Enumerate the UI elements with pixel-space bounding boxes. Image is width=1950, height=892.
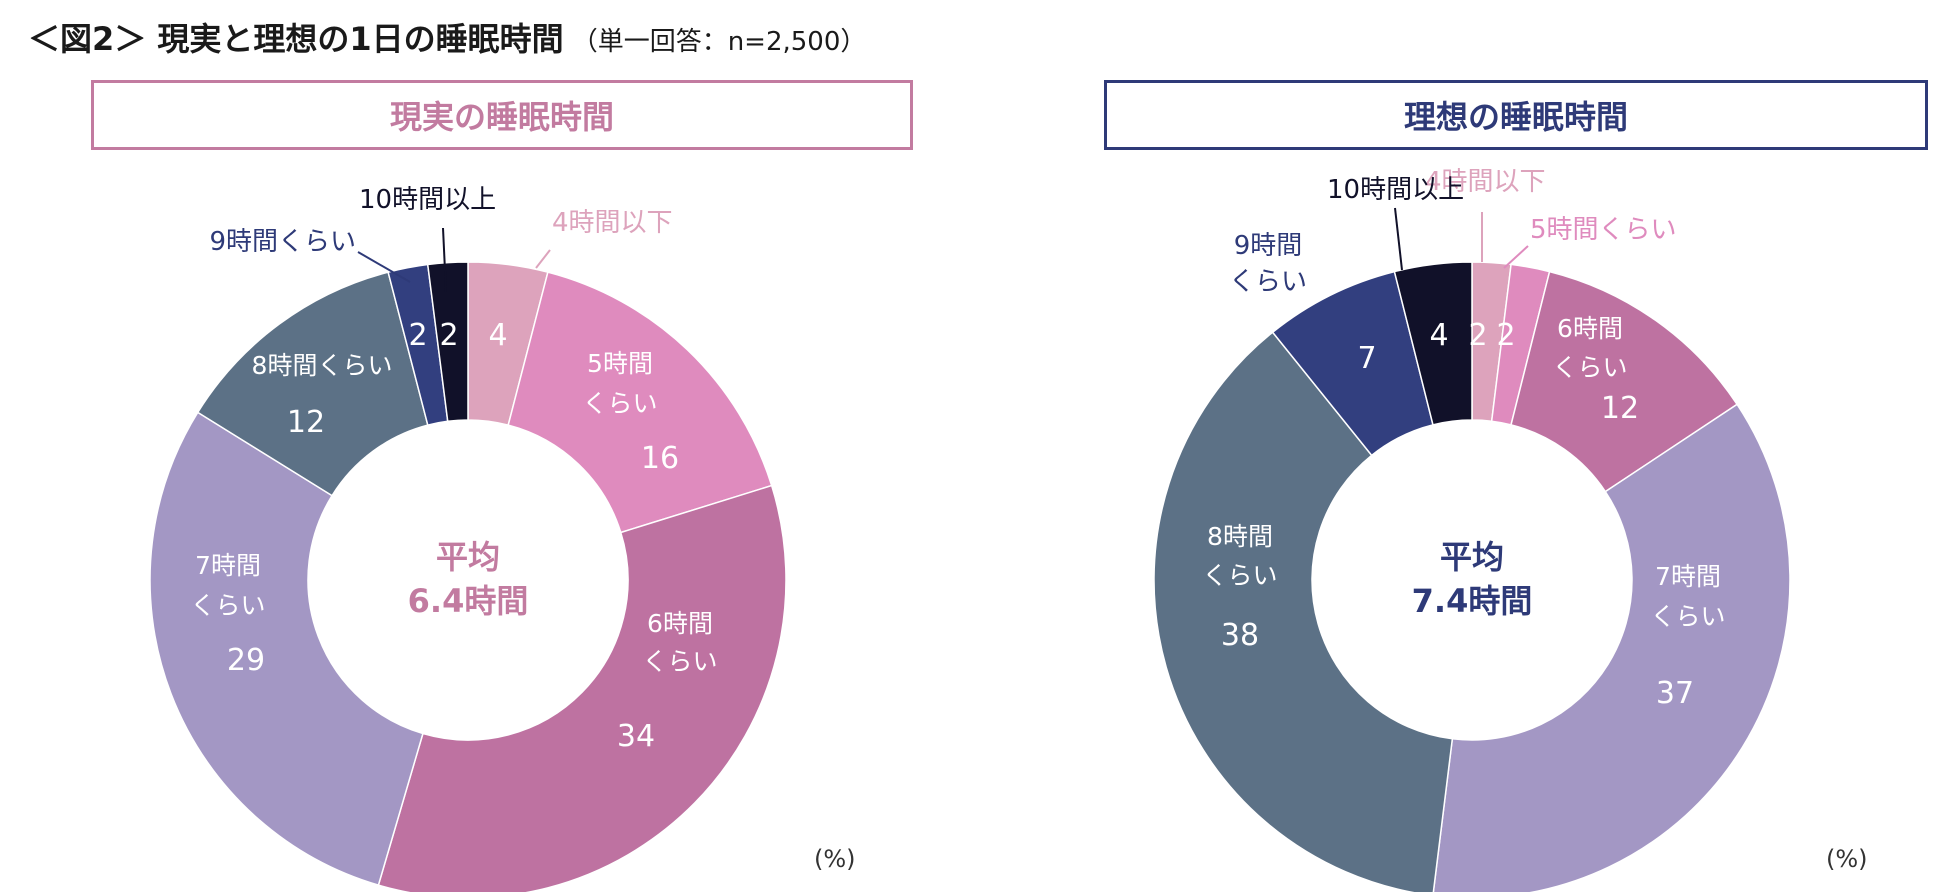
right-slice-0-outside-label: 4時間以下 [1425,167,1546,197]
left-center-label-line1: 平均 [436,538,500,576]
figure-title: ＜図2＞ 現実と理想の1日の睡眠時間 （単一回答：n=2,500） [28,14,866,60]
right-center-label-line1: 平均 [1440,538,1504,576]
left-chart-title: 現実の睡眠時間 [91,80,913,150]
left-slice-6-outside-label: 10時間以上 [359,185,496,215]
left-slice-3-value: 29 [227,643,265,678]
right-slice-2-label-1: くらい [1552,353,1627,382]
left-slice-3 [149,411,424,887]
right-slice-4 [1153,331,1454,892]
left-slice-3-label-0: 7時間 [195,551,261,580]
left-slice-2-label-1: くらい [642,647,717,676]
left-slice-6 [426,261,469,423]
left-slice-5-value: 2 [408,318,427,353]
left-slice-2-label-0: 6時間 [647,609,713,638]
right-slice-1-value: 2 [1496,318,1515,353]
left-unit-label: (%) [814,845,856,873]
right-slice-2-label-0: 6時間 [1557,314,1623,343]
right-slice-4-value: 38 [1221,618,1259,653]
right-unit-label: (%) [1826,845,1868,873]
right-slice-6 [1393,261,1473,426]
left-slice-3-label-1: くらい [190,591,265,620]
right-slice-4-label-1: くらい [1202,561,1277,590]
left-center-label-line2: 6.4時間 [408,582,529,620]
right-slice-4-label-0: 8時間 [1207,522,1273,551]
right-slice-3-value: 37 [1656,676,1694,711]
right-chart-title: 理想の睡眠時間 [1104,80,1928,150]
left-slice-0-leader-line [535,249,551,269]
left-slice-5-outside-label: 9時間くらい [209,227,356,257]
left-slice-5-leader-line [357,251,411,283]
left-slice-1-label-1: くらい [582,389,657,418]
right-slice-1-leader-line [1503,245,1529,269]
figure-title-main: ＜図2＞ 現実と理想の1日の睡眠時間 [28,20,564,58]
right-slice-6-leader-line [1394,207,1403,271]
left-slice-4 [196,271,429,497]
left-slice-1-value: 16 [641,441,679,476]
left-slice-6-leader-line [442,227,447,293]
figure-subtitle: （単一回答：n=2,500） [571,27,867,57]
left-slice-1 [507,271,773,534]
left-slice-1-label-0: 5時間 [587,349,653,378]
right-slice-5-outside-label: 9時間 [1234,231,1303,261]
left-slice-4-label-0: 8時間くらい [252,351,393,380]
right-slice-6-value: 4 [1429,318,1448,353]
right-slice-5-value: 7 [1357,341,1376,376]
left-slice-2-value: 34 [617,719,655,754]
right-center-label-line2: 7.4時間 [1412,582,1533,620]
right-slice-3-label-0: 7時間 [1655,562,1721,591]
right-slice-0-value: 2 [1468,318,1487,353]
left-slice-0-value: 4 [488,318,507,353]
right-slice-3 [1432,403,1791,892]
left-slice-0-outside-label: 4時間以下 [552,208,673,238]
left-slice-2 [377,484,787,892]
left-slice-4-value: 12 [287,405,325,440]
right-slice-1-outside-label: 5時間くらい [1530,215,1677,245]
right-slice-5-outside-label-2: くらい [1229,267,1307,297]
right-slice-2-value: 12 [1601,391,1639,426]
right-slice-3-label-1: くらい [1650,602,1725,631]
right-slice-6-outside-label: 10時間以上 [1327,175,1464,205]
left-slice-6-value: 2 [439,318,458,353]
